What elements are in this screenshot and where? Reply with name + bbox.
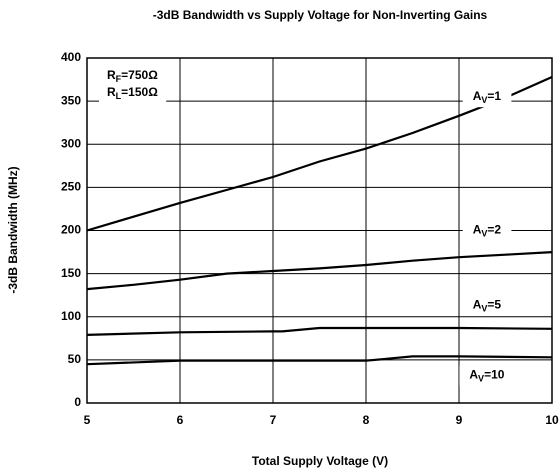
series-line (86, 355, 553, 366)
legend-label-bg (459, 365, 515, 386)
legend-label-bg (462, 220, 512, 241)
chart-title: -3dB Bandwidth vs Supply Voltage for Non… (153, 8, 488, 22)
y-tick-label: 0 (74, 395, 81, 409)
y-axis-label: -3dB Bandwidth (MHz) (6, 166, 20, 293)
y-tick-label: 250 (61, 180, 81, 194)
annotation: RL=150Ω (107, 85, 158, 101)
legend-label: AV=1 (473, 89, 502, 105)
grid (86, 57, 553, 404)
legend-label: AV=2 (473, 223, 502, 239)
y-tick-label: 150 (61, 266, 81, 280)
y-tick-label: 100 (61, 309, 81, 323)
x-tick-label: 10 (545, 413, 559, 427)
annotation-bg (99, 83, 167, 104)
x-tick-label: 6 (177, 413, 184, 427)
series-line (86, 326, 553, 336)
series-line (86, 75, 553, 232)
x-tick-label: 5 (84, 413, 91, 427)
legend-label-bg (462, 295, 512, 316)
legend-label: AV=10 (469, 368, 504, 384)
x-tick-label: 9 (456, 413, 463, 427)
legend-label-bg (462, 86, 512, 108)
annotation-bg (99, 66, 167, 87)
series-line (86, 251, 553, 291)
legend-label: AV=5 (473, 298, 502, 314)
x-axis-label: Total Supply Voltage (V) (252, 454, 388, 468)
annotation: RF=750Ω (107, 68, 158, 84)
y-tick-label: 350 (61, 93, 81, 107)
y-tick-label: 400 (61, 50, 81, 64)
y-tick-label: 50 (68, 352, 82, 366)
x-tick-label: 7 (270, 413, 277, 427)
y-tick-label: 200 (61, 223, 81, 237)
y-tick-label: 300 (61, 136, 81, 150)
x-tick-label: 8 (363, 413, 370, 427)
